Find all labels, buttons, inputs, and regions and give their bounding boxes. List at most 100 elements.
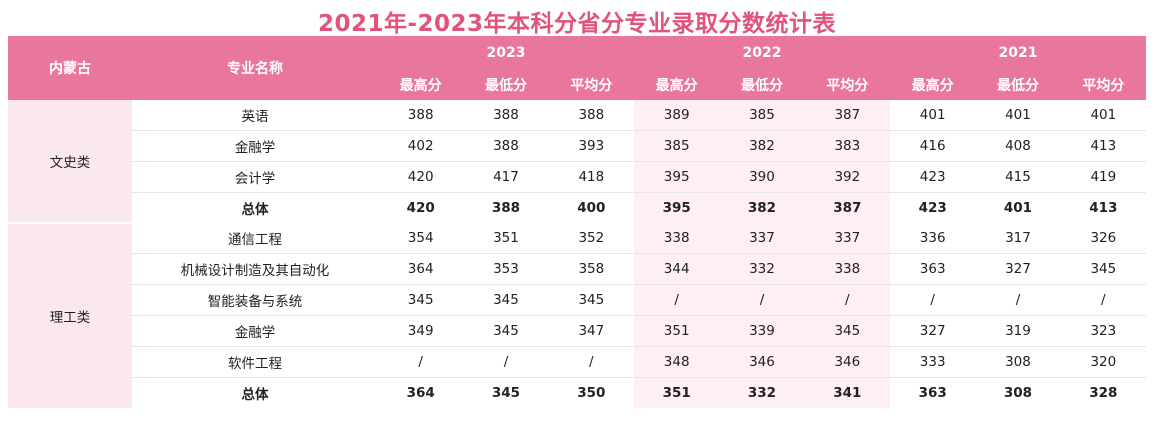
score-cell: 401	[975, 192, 1061, 223]
score-cell: 337	[719, 223, 805, 254]
score-cell: 345	[548, 284, 634, 316]
score-cell: 408	[975, 130, 1061, 162]
major-name-cell: 英语	[132, 100, 378, 131]
score-cell: 395	[634, 192, 720, 223]
score-cell: 349	[378, 315, 464, 347]
table-row: 金融学 349 345 347 351 339 345 327 319 323	[8, 315, 1146, 347]
score-cell: 308	[975, 377, 1061, 408]
score-cell: 338	[804, 253, 890, 285]
table-body: 文史类 英语 388 388 388 389 385 387 401 401 401 金融学 402 38…	[8, 100, 1146, 408]
score-cell: 364	[378, 253, 464, 285]
score-cell: 419	[1060, 161, 1146, 193]
table-row: 会计学 420 417 418 395 390 392 423 415 419	[8, 161, 1146, 193]
header-metric-avg: 平均分	[1060, 69, 1146, 100]
table-row: 总体 420 388 400 395 382 387 423 401 413	[8, 192, 1146, 223]
major-name-cell: 总体	[132, 192, 378, 223]
score-cell: 420	[378, 161, 464, 193]
score-cell: 415	[975, 161, 1061, 193]
table-row: 机械设计制造及其自动化 364 353 358 344 332 338 363 327 345	[8, 253, 1146, 285]
table-header: 内蒙古 专业名称 2023 2022 2021 最高分 最低分 平均分 最高分 …	[8, 36, 1146, 100]
table-row: 文史类 英语 388 388 388 389 385 387 401 401 401	[8, 100, 1146, 223]
header-year-2021: 2021	[890, 36, 1146, 69]
score-cell: /	[890, 284, 976, 316]
score-cell: 332	[719, 253, 805, 285]
score-cell: 319	[975, 315, 1061, 347]
table-row: 软件工程 / //348 346 346 333 308 320	[8, 346, 1146, 378]
score-cell: 345	[463, 377, 549, 408]
score-cell: 346	[719, 346, 805, 378]
score-cell: 388	[463, 100, 549, 131]
score-cell: 420	[378, 192, 464, 223]
score-cell: 363	[890, 377, 976, 408]
score-cell: 345	[378, 284, 464, 316]
score-cell: 354	[378, 223, 464, 254]
score-cell: 385	[634, 130, 720, 162]
score-cell: 351	[634, 377, 720, 408]
score-cell: 348	[634, 346, 720, 378]
score-cell: 392	[804, 161, 890, 193]
header-province: 内蒙古	[8, 36, 132, 100]
score-cell: 346	[804, 346, 890, 378]
header-metric-max: 最高分	[890, 69, 976, 100]
score-cell: 350	[548, 377, 634, 408]
score-cell: 395	[634, 161, 720, 193]
major-name-cell: 软件工程	[132, 346, 378, 378]
header-metric-min: 最低分	[719, 69, 805, 100]
score-cell: 416	[890, 130, 976, 162]
score-cell: /	[719, 284, 805, 316]
table-row: 理工类 通信工程 354 351 352 338 337 337 336 317 326	[8, 222, 1146, 408]
score-cell: 401	[1060, 100, 1146, 131]
page-title: 2021年-2023年本科分省分专业录取分数统计表	[317, 11, 837, 37]
score-cell: 345	[463, 284, 549, 316]
score-cell: 328	[1060, 377, 1146, 408]
score-cell: /	[378, 346, 464, 378]
table-row: 智能装备与系统 345 345 345// / / / /	[8, 284, 1146, 316]
table-row: 金融学 402 388 393 385 382 383 416 408 413	[8, 130, 1146, 162]
score-cell: 383	[804, 130, 890, 162]
score-cell: 401	[890, 100, 976, 131]
header-metric-max: 最高分	[634, 69, 720, 100]
score-cell: 333	[890, 346, 976, 378]
score-cell: 417	[463, 161, 549, 193]
score-cell: 351	[634, 315, 720, 347]
score-cell: 385	[719, 100, 805, 131]
score-cell: 401	[975, 100, 1061, 131]
major-name-cell: 总体	[132, 377, 378, 408]
header-metric-min: 最低分	[975, 69, 1061, 100]
header-metric-max: 最高分	[378, 69, 464, 100]
score-cell: 323	[1060, 315, 1146, 347]
major-name-cell: 机械设计制造及其自动化	[132, 253, 378, 285]
score-cell: 387	[804, 192, 890, 223]
score-cell: /	[463, 346, 549, 378]
score-cell: /	[1060, 284, 1146, 316]
score-cell: 388	[378, 100, 464, 131]
major-name-cell: 会计学	[132, 161, 378, 193]
score-cell: 413	[1060, 192, 1146, 223]
score-cell: 344	[634, 253, 720, 285]
major-name-cell: 金融学	[132, 130, 378, 162]
score-cell: /	[548, 346, 634, 378]
score-cell: 358	[548, 253, 634, 285]
score-cell: 382	[719, 130, 805, 162]
score-cell: /	[804, 284, 890, 316]
score-cell: /	[634, 284, 720, 316]
score-cell: 308	[975, 346, 1061, 378]
score-cell: 337	[804, 223, 890, 254]
header-major: 专业名称	[132, 36, 378, 100]
table-row: 总体 364 345 350 351 332 341 363 308 328	[8, 377, 1146, 408]
header-year-2023: 2023	[378, 36, 634, 69]
score-cell: 341	[804, 377, 890, 408]
score-cell: 393	[548, 130, 634, 162]
score-cell: 339	[719, 315, 805, 347]
score-cell: 418	[548, 161, 634, 193]
score-cell: 345	[1060, 253, 1146, 285]
score-cell: 388	[548, 100, 634, 131]
score-cell: 352	[548, 223, 634, 254]
score-cell: 388	[463, 130, 549, 162]
score-cell: 364	[378, 377, 464, 408]
score-cell: 332	[719, 377, 805, 408]
score-cell: 345	[463, 315, 549, 347]
category-cell: 理工类	[8, 222, 132, 408]
score-cell: 326	[1060, 223, 1146, 254]
category-cell: 文史类	[8, 100, 132, 223]
